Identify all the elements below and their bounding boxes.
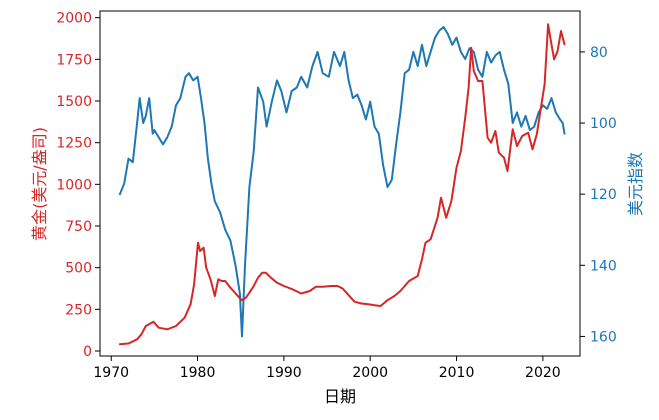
right-axis-title: 美元指数 (626, 152, 645, 216)
left-tick-label: 2000 (56, 11, 92, 27)
gold-price-line (118, 23, 566, 346)
x-axis-ticks: 1970 1980 1990 2000 2010 2020 (93, 356, 561, 381)
left-axis-title: 黄金(美元/盎司) (30, 127, 49, 241)
x-tick-label: 1980 (180, 365, 216, 381)
left-tick-label: 1500 (56, 94, 92, 110)
left-tick-label: 1000 (56, 177, 92, 193)
right-tick-label: 80 (590, 45, 608, 61)
right-tick-label: 120 (590, 187, 617, 203)
right-axis-ticks: 80 100 120 140 160 (580, 45, 617, 345)
x-axis-title: 日期 (324, 387, 356, 406)
right-tick-label: 140 (590, 258, 617, 274)
left-tick-label: 250 (65, 302, 92, 318)
left-tick-label: 500 (65, 261, 92, 277)
x-tick-label: 1970 (93, 365, 129, 381)
x-tick-label: 2000 (352, 365, 388, 381)
right-tick-label: 100 (590, 116, 617, 132)
x-tick-label: 1990 (266, 365, 302, 381)
x-tick-label: 2020 (525, 365, 561, 381)
x-tick-label: 2010 (439, 365, 475, 381)
plot-frame (99, 10, 581, 357)
left-tick-label: 1750 (56, 52, 92, 68)
right-tick-label: 160 (590, 329, 617, 345)
left-tick-label: 750 (65, 219, 92, 235)
series-layer (118, 23, 566, 346)
left-tick-label: 1250 (56, 136, 92, 152)
dollar-index-line (118, 26, 566, 338)
left-tick-label: 0 (83, 344, 92, 360)
left-axis-ticks: 0 250 500 750 1000 1250 1500 1750 2000 (56, 11, 100, 360)
